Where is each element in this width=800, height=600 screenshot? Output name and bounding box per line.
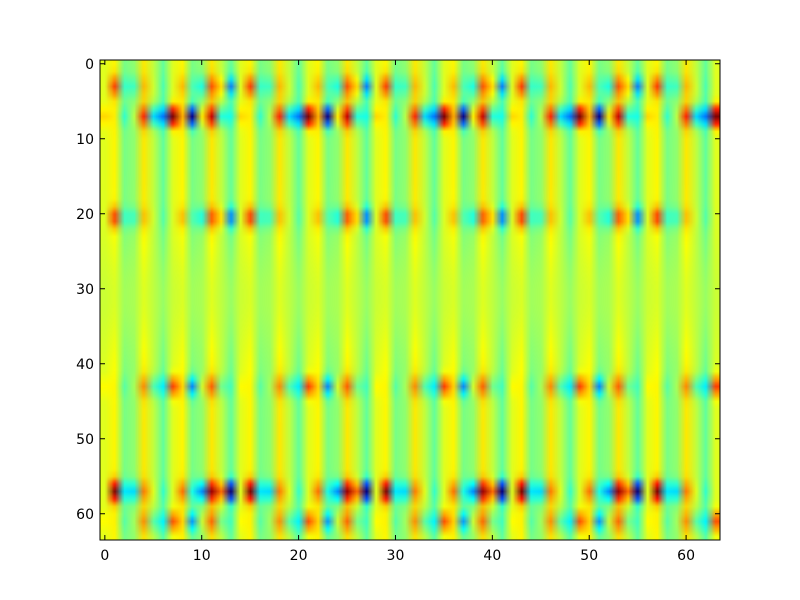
x-tick-label: 20	[290, 548, 308, 564]
heatmap-image	[100, 60, 720, 540]
x-tick-label: 30	[387, 548, 405, 564]
y-tick-label: 50	[76, 432, 94, 448]
y-tick-label: 60	[76, 507, 94, 523]
y-tick-label: 30	[76, 282, 94, 298]
x-tick-label: 0	[100, 548, 109, 564]
y-tick-label: 40	[76, 357, 94, 373]
x-tick-label: 60	[677, 548, 695, 564]
y-tick-label: 10	[76, 132, 94, 148]
plot-frame	[99, 59, 721, 541]
x-axis: 0 10 20 30 40 50 60	[100, 60, 695, 564]
x-tick-label: 40	[483, 548, 501, 564]
y-axis: 0 10 20 30 40 50 60	[76, 57, 720, 523]
x-tick-label: 50	[580, 548, 598, 564]
y-tick-label: 0	[85, 57, 94, 73]
y-tick-label: 20	[76, 207, 94, 223]
x-tick-label: 10	[193, 548, 211, 564]
plot-area	[99, 59, 721, 541]
